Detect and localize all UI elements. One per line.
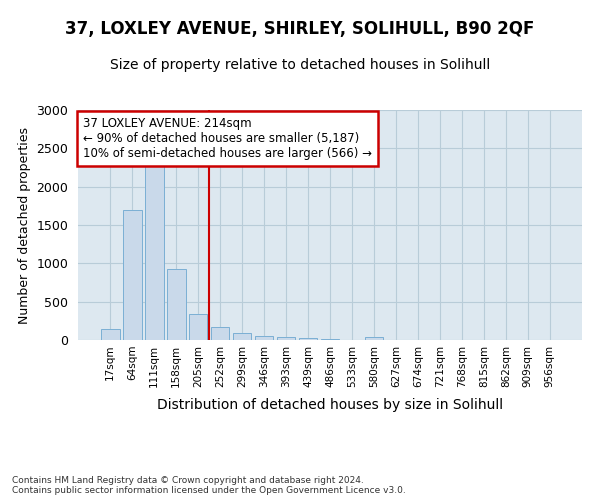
Bar [320, 339, 340, 340]
Bar [299, 338, 317, 340]
Bar [101, 330, 119, 340]
Bar [189, 314, 208, 340]
Bar [145, 158, 164, 340]
Text: 37, LOXLEY AVENUE, SHIRLEY, SOLIHULL, B90 2QF: 37, LOXLEY AVENUE, SHIRLEY, SOLIHULL, B9… [65, 20, 535, 38]
Bar [167, 270, 185, 340]
Bar [211, 328, 229, 340]
Text: 37 LOXLEY AVENUE: 214sqm
← 90% of detached houses are smaller (5,187)
10% of sem: 37 LOXLEY AVENUE: 214sqm ← 90% of detach… [83, 117, 372, 160]
Text: Contains HM Land Registry data © Crown copyright and database right 2024.
Contai: Contains HM Land Registry data © Crown c… [12, 476, 406, 495]
Bar [365, 338, 383, 340]
X-axis label: Distribution of detached houses by size in Solihull: Distribution of detached houses by size … [157, 398, 503, 412]
Bar [277, 336, 295, 340]
Text: Size of property relative to detached houses in Solihull: Size of property relative to detached ho… [110, 58, 490, 71]
Y-axis label: Number of detached properties: Number of detached properties [18, 126, 31, 324]
Bar [255, 336, 274, 340]
Bar [233, 333, 251, 340]
Bar [123, 210, 142, 340]
